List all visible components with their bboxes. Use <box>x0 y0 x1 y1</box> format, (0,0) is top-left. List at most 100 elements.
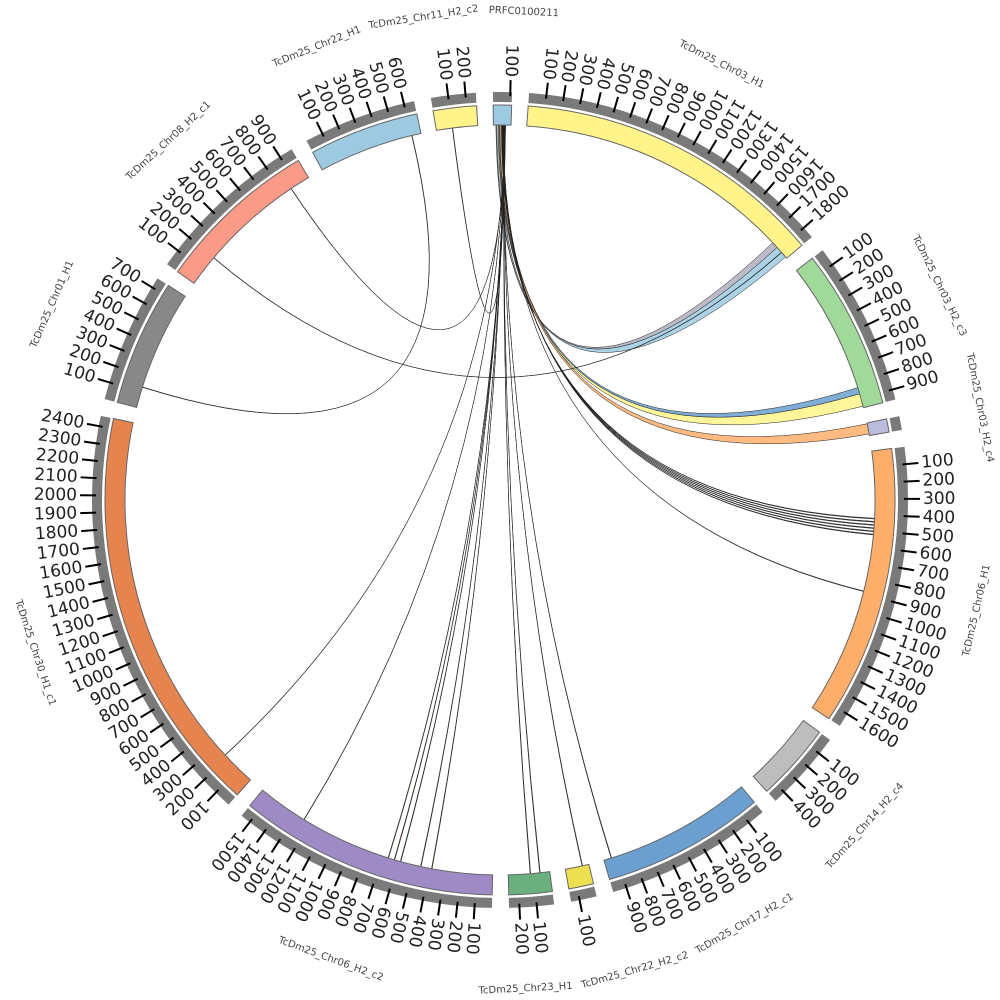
segment-ideogram[interactable] <box>866 418 890 437</box>
tick-mark <box>149 722 165 734</box>
tick-mark <box>96 613 113 621</box>
tick-mark <box>687 856 698 872</box>
segment-ideogram[interactable] <box>507 871 554 896</box>
link-ribbon <box>399 124 505 862</box>
tick-mark <box>141 280 156 291</box>
tick-mark <box>131 693 147 703</box>
chromosome-segment[interactable]: 1002003004005006007008009001000110012001… <box>12 406 252 834</box>
tick-mark <box>804 763 819 776</box>
tick-mark <box>85 563 102 568</box>
tick-mark <box>898 566 915 572</box>
tick-label: 500 <box>921 525 955 548</box>
segment-ideogram[interactable] <box>311 113 422 171</box>
tick-mark <box>243 166 255 181</box>
link-ribbon <box>420 124 505 867</box>
segment-ideogram[interactable] <box>492 104 513 126</box>
tick-mark <box>178 228 193 241</box>
tick-mark <box>122 677 139 687</box>
tick-mark <box>463 81 467 98</box>
tick-mark <box>717 839 729 854</box>
tick-label: 2000 <box>34 485 77 505</box>
segment-ideogram[interactable] <box>432 105 479 132</box>
tick-mark <box>445 83 450 100</box>
tick-mark <box>365 101 373 118</box>
segment-ideogram[interactable] <box>752 719 821 793</box>
segment-ideogram[interactable] <box>116 284 186 408</box>
tick-mark <box>182 764 196 777</box>
tick-mark <box>838 271 854 282</box>
tick-band <box>569 886 597 902</box>
tick-mark <box>843 711 859 722</box>
tick-mark <box>903 515 920 518</box>
tick-band <box>492 92 513 103</box>
segment-ideogram[interactable] <box>249 789 494 896</box>
tick-band <box>430 92 477 108</box>
link-ribbon <box>503 124 612 859</box>
tick-band <box>167 149 297 270</box>
tick-mark <box>229 177 242 192</box>
tick-label: 200 <box>922 469 955 490</box>
tick-mark <box>272 145 283 161</box>
tick-mark <box>88 580 105 586</box>
tick-mark <box>190 214 204 228</box>
tick-mark <box>780 788 794 802</box>
segment-ideogram[interactable] <box>176 159 310 284</box>
chromosome-segment[interactable]: 100 PRFC0100211 <box>489 5 560 126</box>
tick-mark <box>83 440 101 445</box>
tick-band <box>768 734 831 801</box>
segment-name-label: TcDm25_Chr11_H2_c2 <box>367 3 479 31</box>
segment-ideogram[interactable] <box>564 863 595 890</box>
tick-band <box>610 804 763 892</box>
tick-band <box>889 416 902 432</box>
tick-mark <box>847 286 863 297</box>
segment-name-label: TcDm25_Chr22_H2_c2 <box>579 950 690 991</box>
segment-ideogram[interactable] <box>526 105 803 259</box>
tick-label: 100 <box>528 920 551 954</box>
tick-mark <box>763 181 776 195</box>
tick-mark <box>332 114 341 130</box>
chromosome-segment[interactable]: 1002003004005006007008009001000110012001… <box>811 446 993 753</box>
tick-mark <box>333 871 343 887</box>
tick-mark <box>350 877 359 894</box>
tick-mark <box>776 193 789 207</box>
tick-mark <box>257 155 269 171</box>
tick-mark <box>167 242 182 254</box>
chromosome-segment[interactable]: 100200300400500600700800900TcDm25_Chr08_… <box>123 99 310 284</box>
tick-mark <box>535 902 539 919</box>
tick-mark <box>132 295 148 306</box>
tick-mark <box>656 871 665 888</box>
tick-mark <box>661 114 670 131</box>
tick-mark <box>215 189 229 203</box>
tick-mark <box>676 122 686 138</box>
segment-ideogram[interactable] <box>104 417 252 796</box>
tick-mark <box>864 318 880 327</box>
tick-mark <box>472 903 476 920</box>
segment-ideogram[interactable] <box>811 447 896 720</box>
chromosome-segment[interactable]: 1002003004005006007008009001000110012001… <box>206 789 494 984</box>
tick-mark <box>86 422 103 428</box>
tick-mark <box>92 596 109 603</box>
tick-mark <box>612 96 620 113</box>
segment-name-label: TcDm25_Chr06_H2_c2 <box>276 935 385 984</box>
tick-mark <box>97 377 114 385</box>
tick-label: 200 <box>556 49 581 84</box>
tick-mark <box>382 96 390 113</box>
segment-ideogram[interactable] <box>795 257 884 409</box>
chromosome-segment[interactable]: 1002003004005006007008009001000110012001… <box>526 38 854 259</box>
chromosome-segment[interactable]: 100200300400500600700800900TcDm25_Chr03_… <box>795 229 969 409</box>
segment-ideogram[interactable] <box>603 786 756 881</box>
tick-mark <box>80 476 97 480</box>
tick-mark <box>170 750 185 763</box>
tick-label: 200 <box>442 920 465 954</box>
tick-mark <box>270 838 282 854</box>
tick-mark <box>82 546 99 550</box>
tick-mark <box>81 528 98 533</box>
segment-name-label: TcDm25_Chr03_H1 <box>676 38 766 91</box>
tick-mark <box>255 828 267 843</box>
tick-mark <box>888 385 905 392</box>
tick-mark <box>384 888 391 905</box>
